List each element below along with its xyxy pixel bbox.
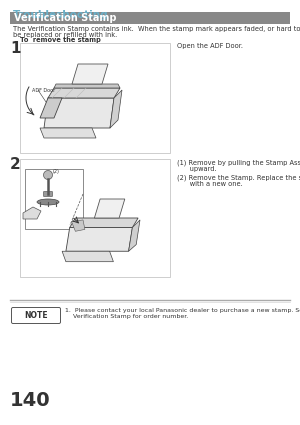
Text: The Verification Stamp contains ink.  When the stamp mark appears faded, or hard: The Verification Stamp contains ink. Whe… xyxy=(13,26,300,32)
Text: To  remove the stamp: To remove the stamp xyxy=(20,37,101,43)
Polygon shape xyxy=(40,128,96,138)
FancyBboxPatch shape xyxy=(20,43,170,153)
Text: NOTE: NOTE xyxy=(24,311,48,320)
Text: (2): (2) xyxy=(53,169,60,174)
Text: Open the ADF Door.: Open the ADF Door. xyxy=(177,43,243,49)
FancyBboxPatch shape xyxy=(11,308,61,323)
Circle shape xyxy=(44,170,52,179)
Text: 1.  Please contact your local Panasonic dealer to purchase a new stamp. See page: 1. Please contact your local Panasonic d… xyxy=(65,308,300,313)
Text: (2) Remove the Stamp. Replace the stamp: (2) Remove the Stamp. Replace the stamp xyxy=(177,174,300,181)
Ellipse shape xyxy=(37,199,59,205)
Polygon shape xyxy=(72,64,108,84)
Text: with a new one.: with a new one. xyxy=(177,181,243,187)
Text: 1: 1 xyxy=(10,41,20,56)
Polygon shape xyxy=(44,98,114,128)
Polygon shape xyxy=(23,207,41,219)
Polygon shape xyxy=(70,218,138,227)
Text: upward.: upward. xyxy=(177,166,217,172)
FancyBboxPatch shape xyxy=(25,169,83,229)
Text: ADF Door: ADF Door xyxy=(32,88,55,93)
FancyBboxPatch shape xyxy=(10,12,290,24)
Polygon shape xyxy=(48,88,120,98)
Text: Verification Stamp for order number.: Verification Stamp for order number. xyxy=(65,314,188,319)
Polygon shape xyxy=(40,98,62,118)
Polygon shape xyxy=(62,251,113,262)
Polygon shape xyxy=(129,220,140,251)
Text: Verification Stamp: Verification Stamp xyxy=(14,13,116,23)
Polygon shape xyxy=(110,90,122,128)
FancyBboxPatch shape xyxy=(20,159,170,277)
Text: 2: 2 xyxy=(10,157,21,172)
Text: 140: 140 xyxy=(10,391,51,410)
Polygon shape xyxy=(66,227,132,251)
Text: be replaced or refilled with ink.: be replaced or refilled with ink. xyxy=(13,32,117,38)
Polygon shape xyxy=(94,199,125,218)
Text: (1) Remove by pulling the Stamp Assembly: (1) Remove by pulling the Stamp Assembly xyxy=(177,159,300,165)
FancyBboxPatch shape xyxy=(44,192,52,196)
Text: Troubleshooting: Troubleshooting xyxy=(13,10,109,20)
Polygon shape xyxy=(72,220,85,231)
Polygon shape xyxy=(54,84,120,88)
